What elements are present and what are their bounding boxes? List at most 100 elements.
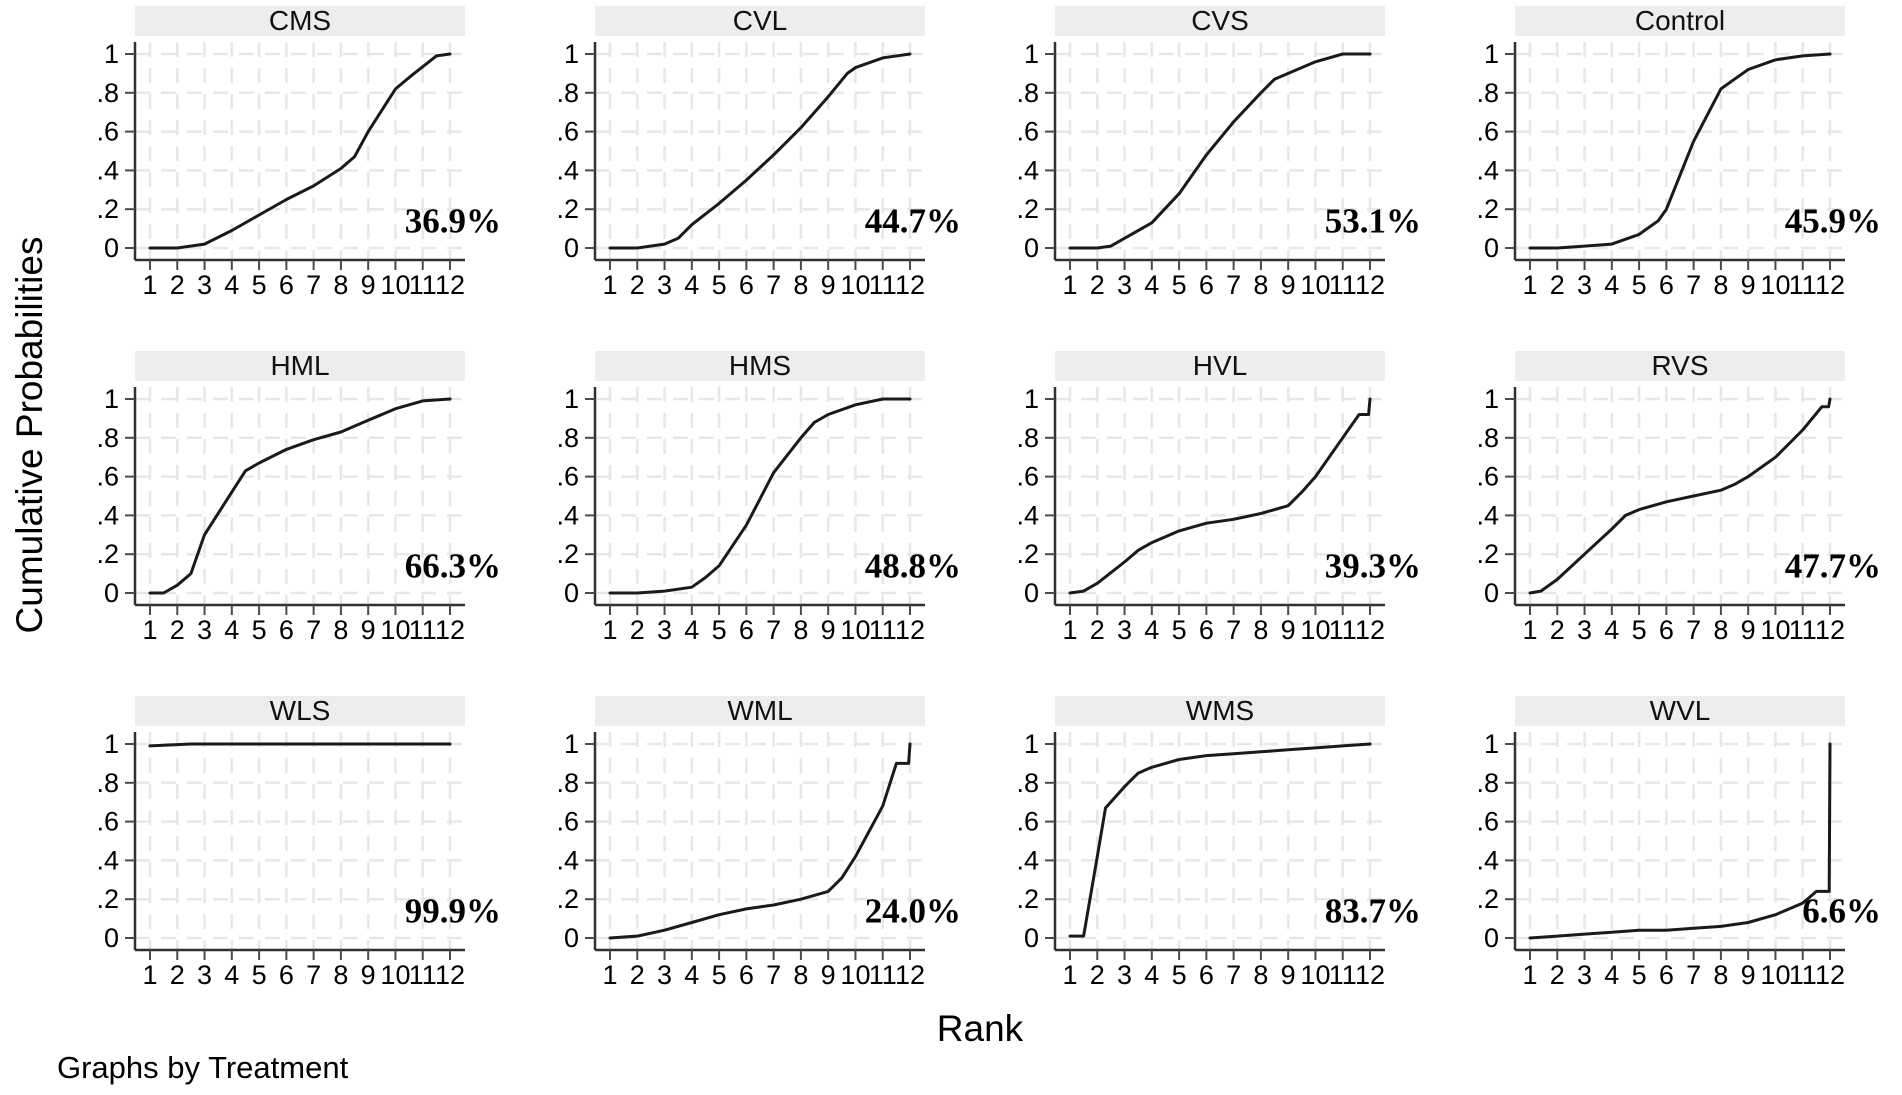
tick-marks: [125, 398, 451, 615]
x-tick-label: 8: [333, 960, 348, 988]
y-tick-label: .8: [1476, 423, 1499, 453]
x-tick-label: 11: [1789, 960, 1817, 988]
panel-WML: WML 0.2.4.6.8 1 1 2 3 4 5 6 7 8 9 10 11 12 24.0%: [520, 695, 980, 988]
x-tick-label: 2: [1550, 270, 1565, 298]
panels-grid: CMS 0.2.4.6.8 1 1 2 3 4 5 6 7 8 9 10 11 12 36.9% CVL 0.2.…: [60, 5, 1900, 988]
x-tick-label: 1: [602, 960, 617, 988]
y-tick-label: 1: [1484, 39, 1499, 69]
x-tick-label: 12: [1815, 270, 1845, 298]
x-tick-label: 4: [1604, 960, 1619, 988]
y-tick-label: 1: [564, 39, 579, 69]
y-tick-label: .4: [556, 155, 579, 185]
y-tick-label: .2: [556, 539, 579, 569]
axes: [1513, 387, 1845, 607]
y-tick-label: 0: [1024, 923, 1039, 953]
y-tick-label: .4: [96, 500, 119, 530]
y-tick-label: .6: [556, 807, 579, 837]
x-tick-label: 1: [142, 270, 157, 298]
x-tick-label: 2: [630, 960, 645, 988]
x-tick-label: 5: [1632, 960, 1647, 988]
x-tick-label: 1: [1062, 615, 1077, 643]
tick-marks: [1045, 743, 1371, 960]
x-tick-label: 9: [821, 960, 836, 988]
x-tick-label: 3: [657, 960, 672, 988]
y-tick-label: .6: [1016, 462, 1039, 492]
x-tick-label: 3: [1117, 960, 1132, 988]
tick-marks: [125, 743, 451, 960]
x-tick-label: 4: [1604, 615, 1619, 643]
x-tick-label: 3: [197, 270, 212, 298]
y-tick-label: .6: [1476, 462, 1499, 492]
y-tick-label: .2: [1016, 539, 1039, 569]
y-tick-label: .8: [96, 768, 119, 798]
x-tick-label: 2: [1090, 960, 1105, 988]
grid-lines: [1055, 387, 1385, 605]
y-tick-label: 1: [1484, 729, 1499, 759]
axes: [593, 42, 925, 262]
x-tick-label: 5: [252, 960, 267, 988]
panel-HML: HML 0.2.4.6.8 1 1 2 3 4 5 6 7 8 9 10 11 12 66.3%: [60, 350, 520, 643]
x-tick-label: 4: [1144, 960, 1159, 988]
x-tick-label: 7: [1226, 615, 1241, 643]
x-tick-label: 1: [142, 960, 157, 988]
axes: [133, 42, 465, 262]
x-tick-label: 6: [279, 270, 294, 298]
x-tick-label: 9: [1741, 270, 1756, 298]
x-tick-label: 11: [1789, 270, 1817, 298]
panel-title-strip: RVS: [1515, 350, 1845, 381]
x-tick-label: 7: [1686, 615, 1701, 643]
x-tick-label: 2: [630, 615, 645, 643]
x-tick-label: 8: [1253, 270, 1268, 298]
cdf-curve: [148, 52, 452, 250]
y-tick-label: .2: [96, 539, 119, 569]
x-tick-label: 6: [1199, 615, 1214, 643]
y-tick-label: .6: [556, 117, 579, 147]
axes: [1053, 387, 1385, 607]
x-tick-label: 9: [821, 615, 836, 643]
y-tick-label: .2: [556, 194, 579, 224]
x-tick-label: 7: [766, 960, 781, 988]
panel-CMS: CMS 0.2.4.6.8 1 1 2 3 4 5 6 7 8 9 10 11 12 36.9%: [60, 5, 520, 298]
x-tick-label: 6: [1659, 270, 1674, 298]
x-tick-label: 6: [1659, 615, 1674, 643]
y-tick-label: 0: [564, 578, 579, 608]
x-tick-label: 11: [1329, 615, 1357, 643]
y-tick-label: .6: [1476, 117, 1499, 147]
axes: [1513, 42, 1845, 262]
panel-title-strip: CVS: [1055, 5, 1385, 36]
y-tick-label: .2: [1016, 884, 1039, 914]
x-tick-label: 3: [1577, 270, 1592, 298]
x-tick-label: 11: [409, 960, 437, 988]
y-tick-label: 1: [564, 384, 579, 414]
panel-title-strip: HMS: [595, 350, 925, 381]
percent-label: 44.7%: [865, 201, 961, 240]
x-tick-label: 11: [1789, 615, 1817, 643]
y-tick-label: .6: [1016, 117, 1039, 147]
percent-label: 83.7%: [1325, 891, 1421, 930]
x-tick-label: 4: [1604, 270, 1619, 298]
y-tick-label: 0: [104, 233, 119, 263]
x-tick-label: 5: [252, 270, 267, 298]
x-tick-label: 10: [1300, 270, 1330, 298]
percent-label: 36.9%: [405, 201, 501, 240]
y-tick-label: 0: [1484, 578, 1499, 608]
x-tick-label: 1: [1062, 960, 1077, 988]
x-tick-label: 1: [1522, 615, 1537, 643]
grid-lines: [595, 387, 925, 605]
y-tick-label: 1: [1024, 39, 1039, 69]
x-tick-label: 10: [380, 960, 410, 988]
x-tick-label: 10: [1760, 615, 1790, 643]
x-tick-label: 3: [657, 270, 672, 298]
y-axis-title: Cumulative Probabilities: [9, 236, 50, 634]
y-tick-label: .2: [556, 884, 579, 914]
y-tick-label: .8: [556, 423, 579, 453]
panel-HVL: HVL 0.2.4.6.8 1 1 2 3 4 5 6 7 8 9 10 11 12 39.3%: [980, 350, 1440, 643]
y-tick-label: .4: [1016, 155, 1039, 185]
x-tick-label: 3: [197, 615, 212, 643]
